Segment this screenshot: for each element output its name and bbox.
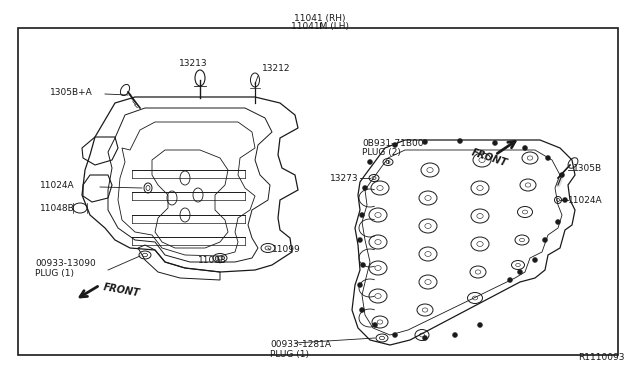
Circle shape [392, 333, 397, 337]
Text: 00933-1281A: 00933-1281A [270, 340, 331, 349]
Text: 13213: 13213 [179, 59, 207, 68]
Text: 11098: 11098 [198, 256, 227, 265]
Text: 11041M (LH): 11041M (LH) [291, 22, 349, 31]
Text: PLUG (1): PLUG (1) [35, 269, 74, 278]
Text: 13212: 13212 [262, 64, 291, 73]
Text: 0B931-71B00: 0B931-71B00 [362, 139, 424, 148]
Text: 11024A: 11024A [40, 180, 75, 189]
Circle shape [360, 212, 365, 218]
Text: 1305B: 1305B [573, 164, 602, 173]
Text: 1305B+A: 1305B+A [50, 87, 93, 96]
Text: FRONT: FRONT [470, 148, 508, 169]
Text: PLUG (1): PLUG (1) [270, 350, 309, 359]
Text: 00933-13090: 00933-13090 [35, 259, 96, 268]
Circle shape [508, 278, 513, 282]
Circle shape [458, 138, 463, 144]
Text: 13273: 13273 [330, 173, 358, 183]
Circle shape [556, 219, 561, 224]
Circle shape [522, 145, 527, 151]
Circle shape [422, 336, 428, 340]
Circle shape [360, 263, 365, 267]
Circle shape [362, 186, 367, 190]
Text: FRONT: FRONT [102, 282, 140, 298]
Circle shape [545, 155, 550, 160]
Circle shape [358, 282, 362, 288]
Circle shape [372, 323, 378, 327]
Circle shape [392, 142, 397, 148]
Circle shape [358, 237, 362, 243]
Circle shape [559, 173, 564, 177]
Text: 11099: 11099 [272, 246, 301, 254]
Circle shape [367, 160, 372, 164]
Circle shape [422, 140, 428, 144]
Text: 11024A: 11024A [568, 196, 603, 205]
Text: R1110093: R1110093 [579, 353, 625, 362]
Text: PLUG (2): PLUG (2) [362, 148, 401, 157]
Circle shape [518, 269, 522, 275]
Circle shape [452, 333, 458, 337]
Text: 11041 (RH): 11041 (RH) [294, 13, 346, 22]
Circle shape [360, 308, 365, 312]
Circle shape [543, 237, 547, 243]
Text: 11048B: 11048B [40, 203, 75, 212]
Circle shape [493, 141, 497, 145]
Circle shape [563, 198, 568, 202]
Circle shape [532, 257, 538, 263]
Circle shape [477, 323, 483, 327]
Bar [18, 28, 618, 355]
